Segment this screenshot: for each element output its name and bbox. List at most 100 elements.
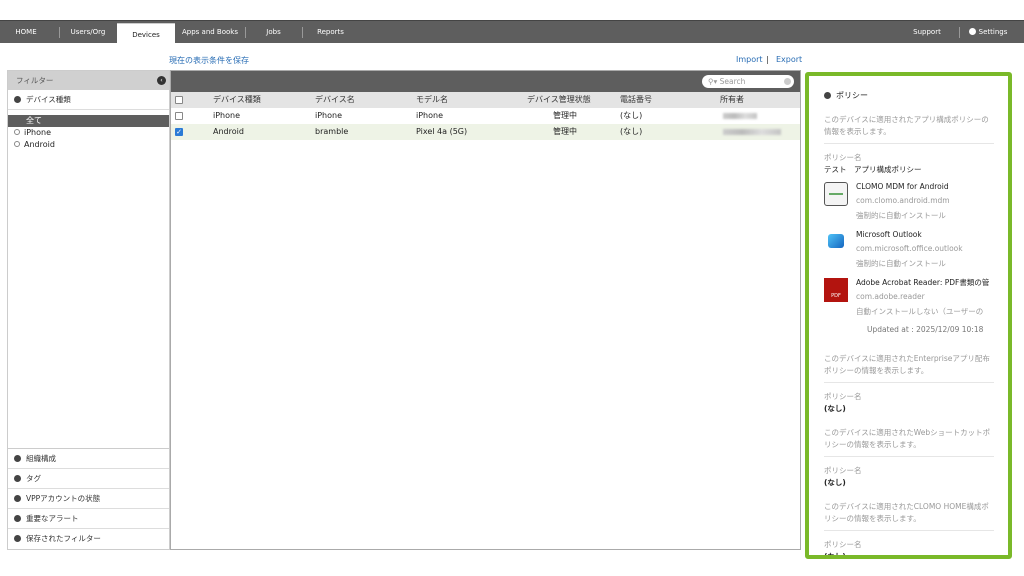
section-label: デバイス種類: [26, 95, 71, 104]
support-link[interactable]: Support: [913, 28, 941, 36]
link-separator: |: [766, 55, 769, 64]
app-item: PDF Adobe Acrobat Reader: PDF書類の管 com.ad…: [824, 277, 994, 325]
filter-title: フィルター: [16, 76, 54, 85]
policy-name-label: ポリシー名: [824, 153, 862, 162]
enterprise-value: (なし): [824, 404, 846, 413]
chevron-down-icon: [14, 495, 21, 502]
save-view-link[interactable]: 現在の表示条件を保存: [169, 56, 249, 65]
table-header: デバイス種類 デバイス名 モデル名 デバイス管理状態 電話番号 所有者: [171, 92, 800, 108]
option-android[interactable]: Android: [8, 139, 169, 151]
app-package: com.adobe.reader: [856, 292, 925, 301]
row-checkbox[interactable]: [175, 112, 183, 120]
clomo-icon: [824, 182, 848, 206]
filter-alerts[interactable]: 重要なアラート: [8, 509, 169, 529]
policy-title: ポリシー: [836, 91, 868, 100]
divider: [302, 27, 303, 38]
app-install-mode: 強制的に自動インストール: [856, 259, 946, 268]
option-all[interactable]: 全て: [8, 115, 169, 127]
app-name: Microsoft Outlook: [856, 230, 922, 239]
option-iphone[interactable]: iPhone: [8, 127, 169, 139]
col-device-name[interactable]: デバイス名: [315, 95, 355, 104]
owner-redacted: [723, 129, 781, 135]
tab-users-org[interactable]: Users/Org: [70, 28, 106, 36]
home-value: (なし): [824, 552, 846, 559]
tab-apps-and-books[interactable]: Apps and Books: [181, 28, 238, 36]
tab-home[interactable]: HOME: [15, 28, 37, 36]
owner-redacted: [723, 113, 757, 119]
filter-panel: フィルター ‹ デバイス種類 全て iPhone Android 組織構成 タグ…: [7, 70, 170, 550]
section-label: 保存されたフィルター: [26, 534, 101, 543]
app-config-desc: このデバイスに適用されたアプリ構成ポリシーの情報を表示します。: [824, 106, 994, 144]
filter-vpp[interactable]: VPPアカウントの状態: [8, 489, 169, 509]
filter-device-type[interactable]: デバイス種類: [8, 90, 169, 110]
section-label: タグ: [26, 474, 41, 483]
col-model[interactable]: モデル名: [416, 95, 448, 104]
app-item: Microsoft Outlook com.microsoft.office.o…: [824, 229, 994, 277]
chevron-down-icon: [14, 515, 21, 522]
chevron-up-icon: [14, 96, 21, 103]
tab-devices[interactable]: Devices: [117, 23, 175, 45]
cell-name: iPhone: [315, 111, 343, 120]
policy-panel: ポリシー このデバイスに適用されたアプリ構成ポリシーの情報を表示します。 ポリシ…: [805, 72, 1012, 559]
search-placeholder: Search: [719, 77, 746, 86]
acrobat-icon: PDF: [824, 278, 848, 302]
cell-phone: (なし): [620, 127, 643, 136]
search-icon: ⚲▾: [708, 77, 718, 86]
cell-status: 管理中: [553, 127, 577, 136]
app-config-name: テスト アプリ構成ポリシー: [824, 165, 922, 174]
divider: [245, 27, 246, 38]
policy-name-label: ポリシー名: [824, 392, 862, 401]
option-label: Android: [24, 140, 55, 149]
filter-header: フィルター ‹: [8, 71, 169, 90]
filter-saved[interactable]: 保存されたフィルター: [8, 529, 169, 549]
row-checkbox[interactable]: ✓: [175, 128, 183, 136]
settings-label: Settings: [978, 28, 1008, 36]
col-status[interactable]: デバイス管理状態: [527, 95, 591, 104]
webclip-value: (なし): [824, 478, 846, 487]
policy-name-label: ポリシー名: [824, 466, 862, 475]
cell-model: Pixel 4a (5G): [416, 127, 468, 136]
section-label: 重要なアラート: [26, 514, 79, 523]
cell-phone: (なし): [620, 111, 643, 120]
table-toolbar: ⚲▾ Search: [171, 71, 800, 92]
chevron-up-icon: [824, 92, 831, 99]
tab-reports[interactable]: Reports: [317, 28, 344, 36]
app-package: com.clomo.android.mdm: [856, 196, 950, 205]
radio-icon: [14, 141, 20, 147]
cell-type: iPhone: [213, 111, 241, 120]
search-input[interactable]: ⚲▾ Search: [702, 75, 794, 88]
app-item: CLOMO MDM for Android com.clomo.android.…: [824, 181, 994, 229]
tab-jobs[interactable]: Jobs: [266, 28, 281, 36]
settings-link[interactable]: Settings: [966, 21, 1010, 44]
app-name: Adobe Acrobat Reader: PDF書類の管: [856, 278, 990, 287]
col-owner[interactable]: 所有者: [720, 95, 744, 104]
policy-name-label: ポリシー名: [824, 540, 862, 549]
import-link[interactable]: Import: [736, 55, 763, 64]
divider: [59, 27, 60, 38]
clear-icon[interactable]: [784, 78, 791, 85]
option-label: iPhone: [24, 128, 52, 137]
cell-name: bramble: [315, 127, 349, 136]
cell-status: 管理中: [553, 111, 577, 120]
cell-type: Android: [213, 127, 244, 136]
filter-org[interactable]: 組織構成: [8, 449, 169, 469]
select-all-checkbox[interactable]: [175, 96, 183, 104]
col-device-type[interactable]: デバイス種類: [213, 95, 261, 104]
app-install-mode: 自動インストールしない（ユーザーの: [856, 307, 984, 316]
collapse-icon[interactable]: ‹: [157, 76, 166, 85]
table-row[interactable]: ✓ Android bramble Pixel 4a (5G) 管理中 (なし): [171, 124, 800, 140]
col-phone[interactable]: 電話番号: [620, 95, 652, 104]
chevron-down-icon: [14, 535, 21, 542]
filter-tag[interactable]: タグ: [8, 469, 169, 489]
section-label: 組織構成: [26, 454, 56, 463]
section-label: VPPアカウントの状態: [26, 494, 101, 503]
export-link[interactable]: Export: [776, 55, 803, 64]
app-name: CLOMO MDM for Android: [856, 182, 949, 191]
updated-at: Updated at : 2025/12/09 10:18: [867, 325, 984, 334]
app-install-mode: 強制的に自動インストール: [856, 211, 946, 220]
app-package: com.microsoft.office.outlook: [856, 244, 963, 253]
chevron-down-icon: [14, 475, 21, 482]
policy-header[interactable]: ポリシー: [824, 86, 994, 106]
top-nav: HOME Users/Org Devices Apps and Books Jo…: [0, 20, 1024, 45]
table-row[interactable]: iPhone iPhone iPhone 管理中 (なし): [171, 108, 800, 124]
